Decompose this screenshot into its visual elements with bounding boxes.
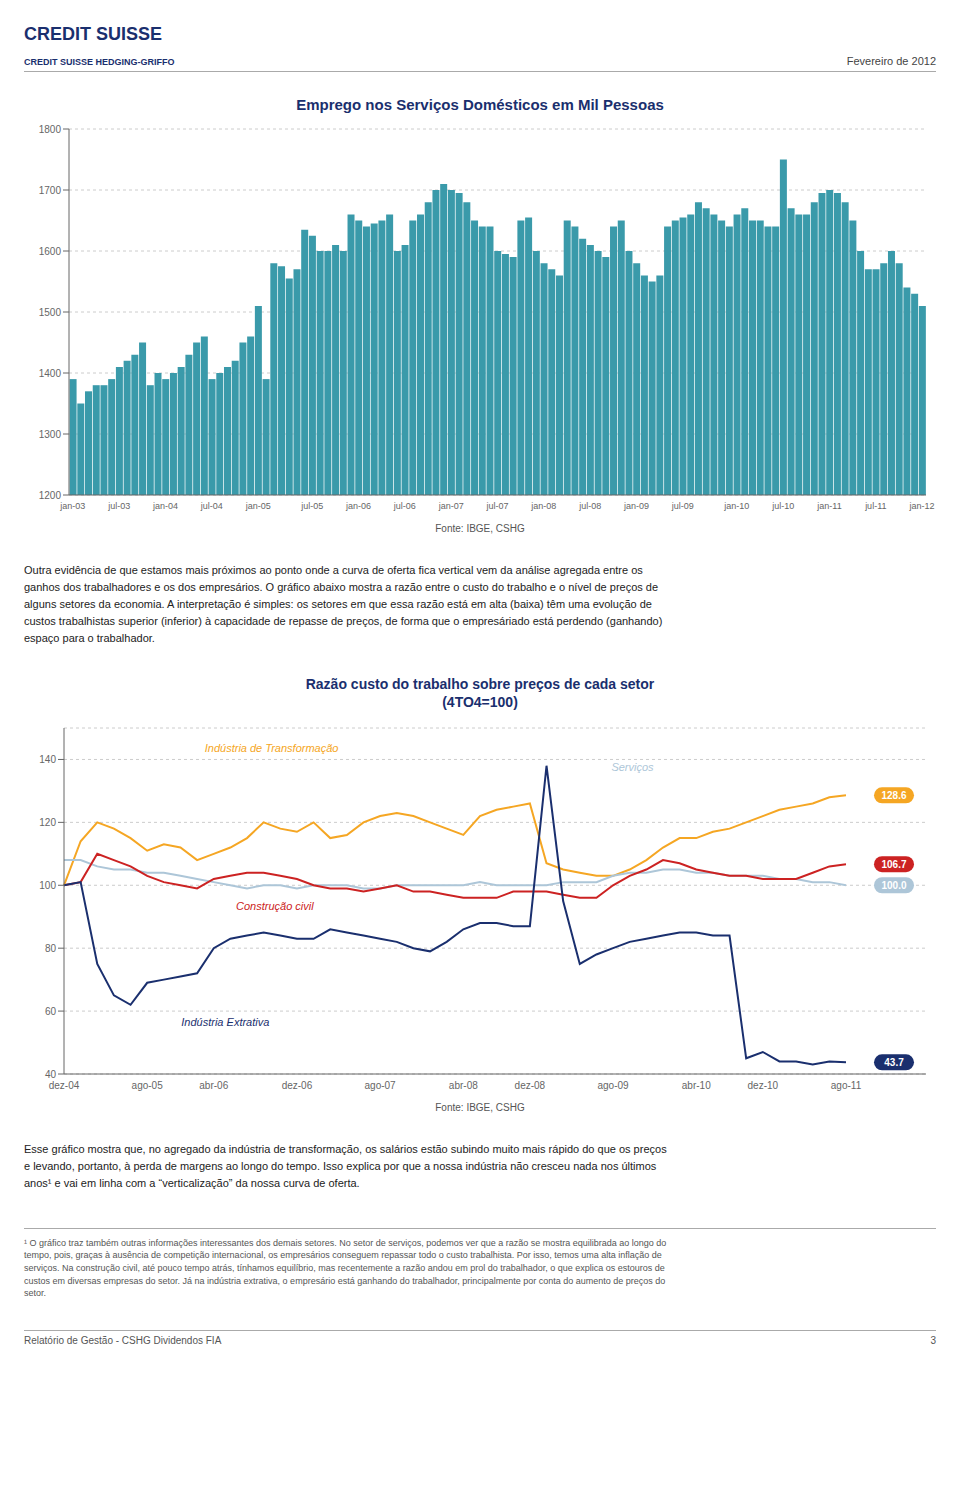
svg-text:dez-10: dez-10 [748, 1080, 779, 1091]
html-text:ganhos dos trabalhadores e os: ganhos dos trabalhadores e os dos empres… [24, 581, 659, 593]
html-text:3: 3 [930, 1334, 936, 1346]
html-text:alguns setores da economia. A: alguns setores da economia. A interpreta… [24, 598, 652, 611]
html-text:Outra evidência de que estamos: Outra evidência de que estamos mais próx… [24, 564, 643, 576]
svg-text:abr-06: abr-06 [199, 1080, 228, 1091]
svg-text:jul-03: jul-03 [107, 501, 130, 511]
svg-text:jul-04: jul-04 [200, 501, 223, 511]
html-text:Serviços: Serviços [611, 761, 654, 774]
svg-text:120: 120 [39, 817, 56, 828]
html-text:Construção civil: Construção civil [236, 899, 314, 912]
html-text:tempo, pois, graças à ausência: tempo, pois, graças à ausência de compet… [24, 1250, 662, 1261]
html-text:CREDIT SUISSE HEDGING-GRIFFO: CREDIT SUISSE HEDGING-GRIFFO [24, 57, 175, 67]
html-text:Indústria Extrativa: Indústria Extrativa [181, 1015, 270, 1028]
svg-text:jan-03: jan-03 [59, 501, 85, 511]
svg-text:dez-04: dez-04 [49, 1080, 80, 1091]
svg-text:1800: 1800 [39, 124, 62, 135]
html-text:Razão custo do trabalho sobre: Razão custo do trabalho sobre preços de … [305, 676, 655, 693]
svg-text:1200: 1200 [39, 490, 62, 501]
svg-text:ago-09: ago-09 [597, 1080, 629, 1091]
svg-text:jan-11: jan-11 [816, 501, 841, 511]
svg-text:jul-10: jul-10 [771, 501, 794, 511]
svg-text:jan-07: jan-07 [438, 501, 464, 511]
html-text:¹ O gráfico traz também outras: ¹ O gráfico traz também outras informaçõ… [24, 1237, 667, 1248]
svg-text:jan-05: jan-05 [245, 501, 271, 511]
html-text:Fonte: IBGE, CSHG: Fonte: IBGE, CSHG [435, 523, 525, 534]
svg-text:128.6: 128.6 [881, 789, 906, 800]
svg-text:dez-08: dez-08 [515, 1080, 546, 1091]
svg-text:jul-06: jul-06 [393, 501, 416, 511]
svg-text:dez-06: dez-06 [282, 1080, 313, 1091]
svg-text:1400: 1400 [39, 368, 62, 379]
svg-text:jul-08: jul-08 [578, 501, 601, 511]
html-text:serviços. Na construção civil,: serviços. Na construção civil, até pouco… [24, 1262, 665, 1273]
svg-text:1500: 1500 [39, 307, 62, 318]
svg-text:abr-10: abr-10 [682, 1080, 711, 1091]
svg-text:jan-06: jan-06 [345, 501, 371, 511]
svg-text:jul-07: jul-07 [485, 501, 508, 511]
html-text:Fevereiro de 2012: Fevereiro de 2012 [846, 55, 936, 67]
svg-text:jan-04: jan-04 [152, 501, 178, 511]
html-text:custos em diversas empresas do: custos em diversas empresas do setor. Já… [24, 1275, 666, 1286]
svg-text:1700: 1700 [39, 185, 62, 196]
html-text:Relatório de Gestão - CSHG Div: Relatório de Gestão - CSHG Dividendos FI… [24, 1334, 222, 1346]
svg-text:40: 40 [45, 1068, 57, 1079]
svg-text:jan-12: jan-12 [909, 501, 935, 511]
svg-text:106.7: 106.7 [881, 858, 906, 869]
svg-text:100: 100 [39, 879, 56, 890]
svg-text:jul-05: jul-05 [300, 501, 323, 511]
html-text:anos¹ e vai em linha com a “ve: anos¹ e vai em linha com a “verticalizaç… [24, 1176, 360, 1189]
html-text:CREDIT SUISSE: CREDIT SUISSE [24, 24, 162, 44]
svg-text:ago-05: ago-05 [132, 1080, 164, 1091]
html-text:espaço para o trabalhador.: espaço para o trabalhador. [24, 632, 155, 645]
svg-text:jan-10: jan-10 [723, 501, 749, 511]
svg-text:43.7: 43.7 [884, 1056, 904, 1067]
svg-text:1600: 1600 [39, 246, 62, 257]
svg-text:140: 140 [39, 754, 56, 765]
svg-text:jan-08: jan-08 [530, 501, 556, 511]
svg-text:60: 60 [45, 1005, 57, 1016]
svg-text:80: 80 [45, 942, 57, 953]
svg-text:jul-11: jul-11 [864, 501, 886, 511]
svg-text:100.0: 100.0 [881, 879, 906, 890]
svg-text:abr-08: abr-08 [449, 1080, 478, 1091]
svg-text:ago-07: ago-07 [365, 1080, 397, 1091]
html-text:Esse gráfico mostra que, no ag: Esse gráfico mostra que, no agregado da … [24, 1142, 667, 1155]
html-text:setor.: setor. [24, 1288, 46, 1299]
svg-text:ago-11: ago-11 [831, 1080, 862, 1091]
svg-text:jan-09: jan-09 [623, 501, 649, 511]
html-text:Fonte: IBGE, CSHG: Fonte: IBGE, CSHG [435, 1101, 525, 1113]
html-text:Emprego nos Serviços Doméstico: Emprego nos Serviços Domésticos em Mil P… [296, 96, 664, 113]
html-text:Indústria de Transformação: Indústria de Transformação [204, 742, 339, 755]
html-text:custos trabalhistas superior (: custos trabalhistas superior (inferior) … [24, 615, 663, 628]
svg-text:1300: 1300 [39, 429, 62, 440]
html-text:e levando, portanto, à perda d: e levando, portanto, à perda de margens … [24, 1159, 657, 1172]
svg-text:jul-09: jul-09 [671, 501, 694, 511]
html-text:(4TO4=100): (4TO4=100) [442, 694, 518, 711]
